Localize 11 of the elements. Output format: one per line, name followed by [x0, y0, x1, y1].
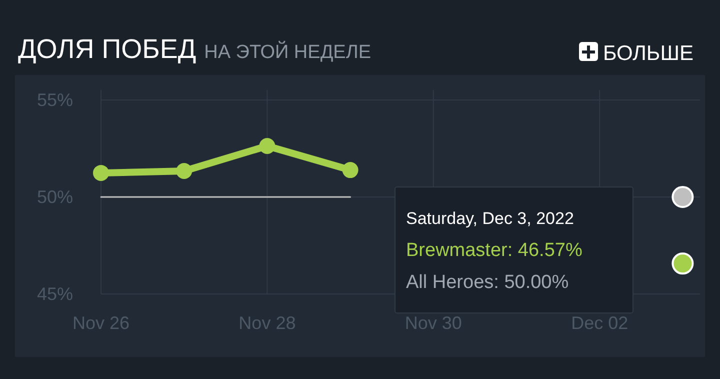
- chart-subtitle: НА ЭТОЙ НЕДЕЛЕ: [204, 40, 371, 63]
- point: [93, 164, 109, 181]
- chart-title: ДОЛЯ ПОБЕД: [18, 34, 196, 64]
- annotation: Brewmaster: 46.57%: [406, 240, 582, 261]
- point: [342, 162, 358, 178]
- annotation: Saturday, Dec 3, 2022: [406, 209, 574, 228]
- annotation: All Heroes: 50.00%: [406, 272, 569, 293]
- point: [672, 186, 694, 208]
- point: [176, 163, 192, 180]
- text: БОЛЬШЕ: [603, 42, 694, 65]
- point: [259, 138, 276, 154]
